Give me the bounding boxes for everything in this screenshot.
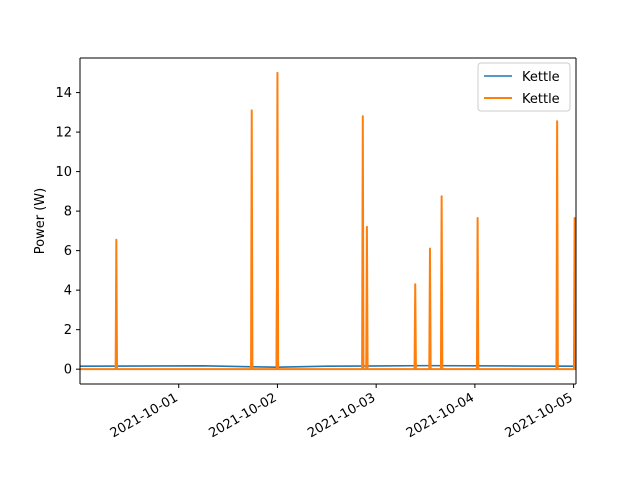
y-tick-label: 10: [55, 165, 72, 180]
legend-label-1: Kettle: [522, 70, 560, 85]
y-tick-label: 0: [64, 363, 72, 378]
legend-label-2: Kettle: [522, 92, 560, 107]
y-tick-label: 6: [64, 244, 72, 259]
y-tick-label: 4: [64, 284, 72, 299]
y-tick-label: 8: [64, 205, 72, 220]
y-axis-label: Power (W): [33, 188, 48, 254]
series-layer: [79, 71, 577, 371]
plot-area: [80, 58, 576, 384]
y-tick-label: 12: [55, 126, 72, 141]
y-tick-label: 14: [55, 86, 72, 101]
y-axis-ticks: 0 2 4 6 8 10 12 14: [55, 86, 80, 378]
y-tick-label: 2: [64, 323, 72, 338]
series-line-2: [80, 71, 577, 371]
legend: Kettle Kettle: [477, 62, 571, 112]
